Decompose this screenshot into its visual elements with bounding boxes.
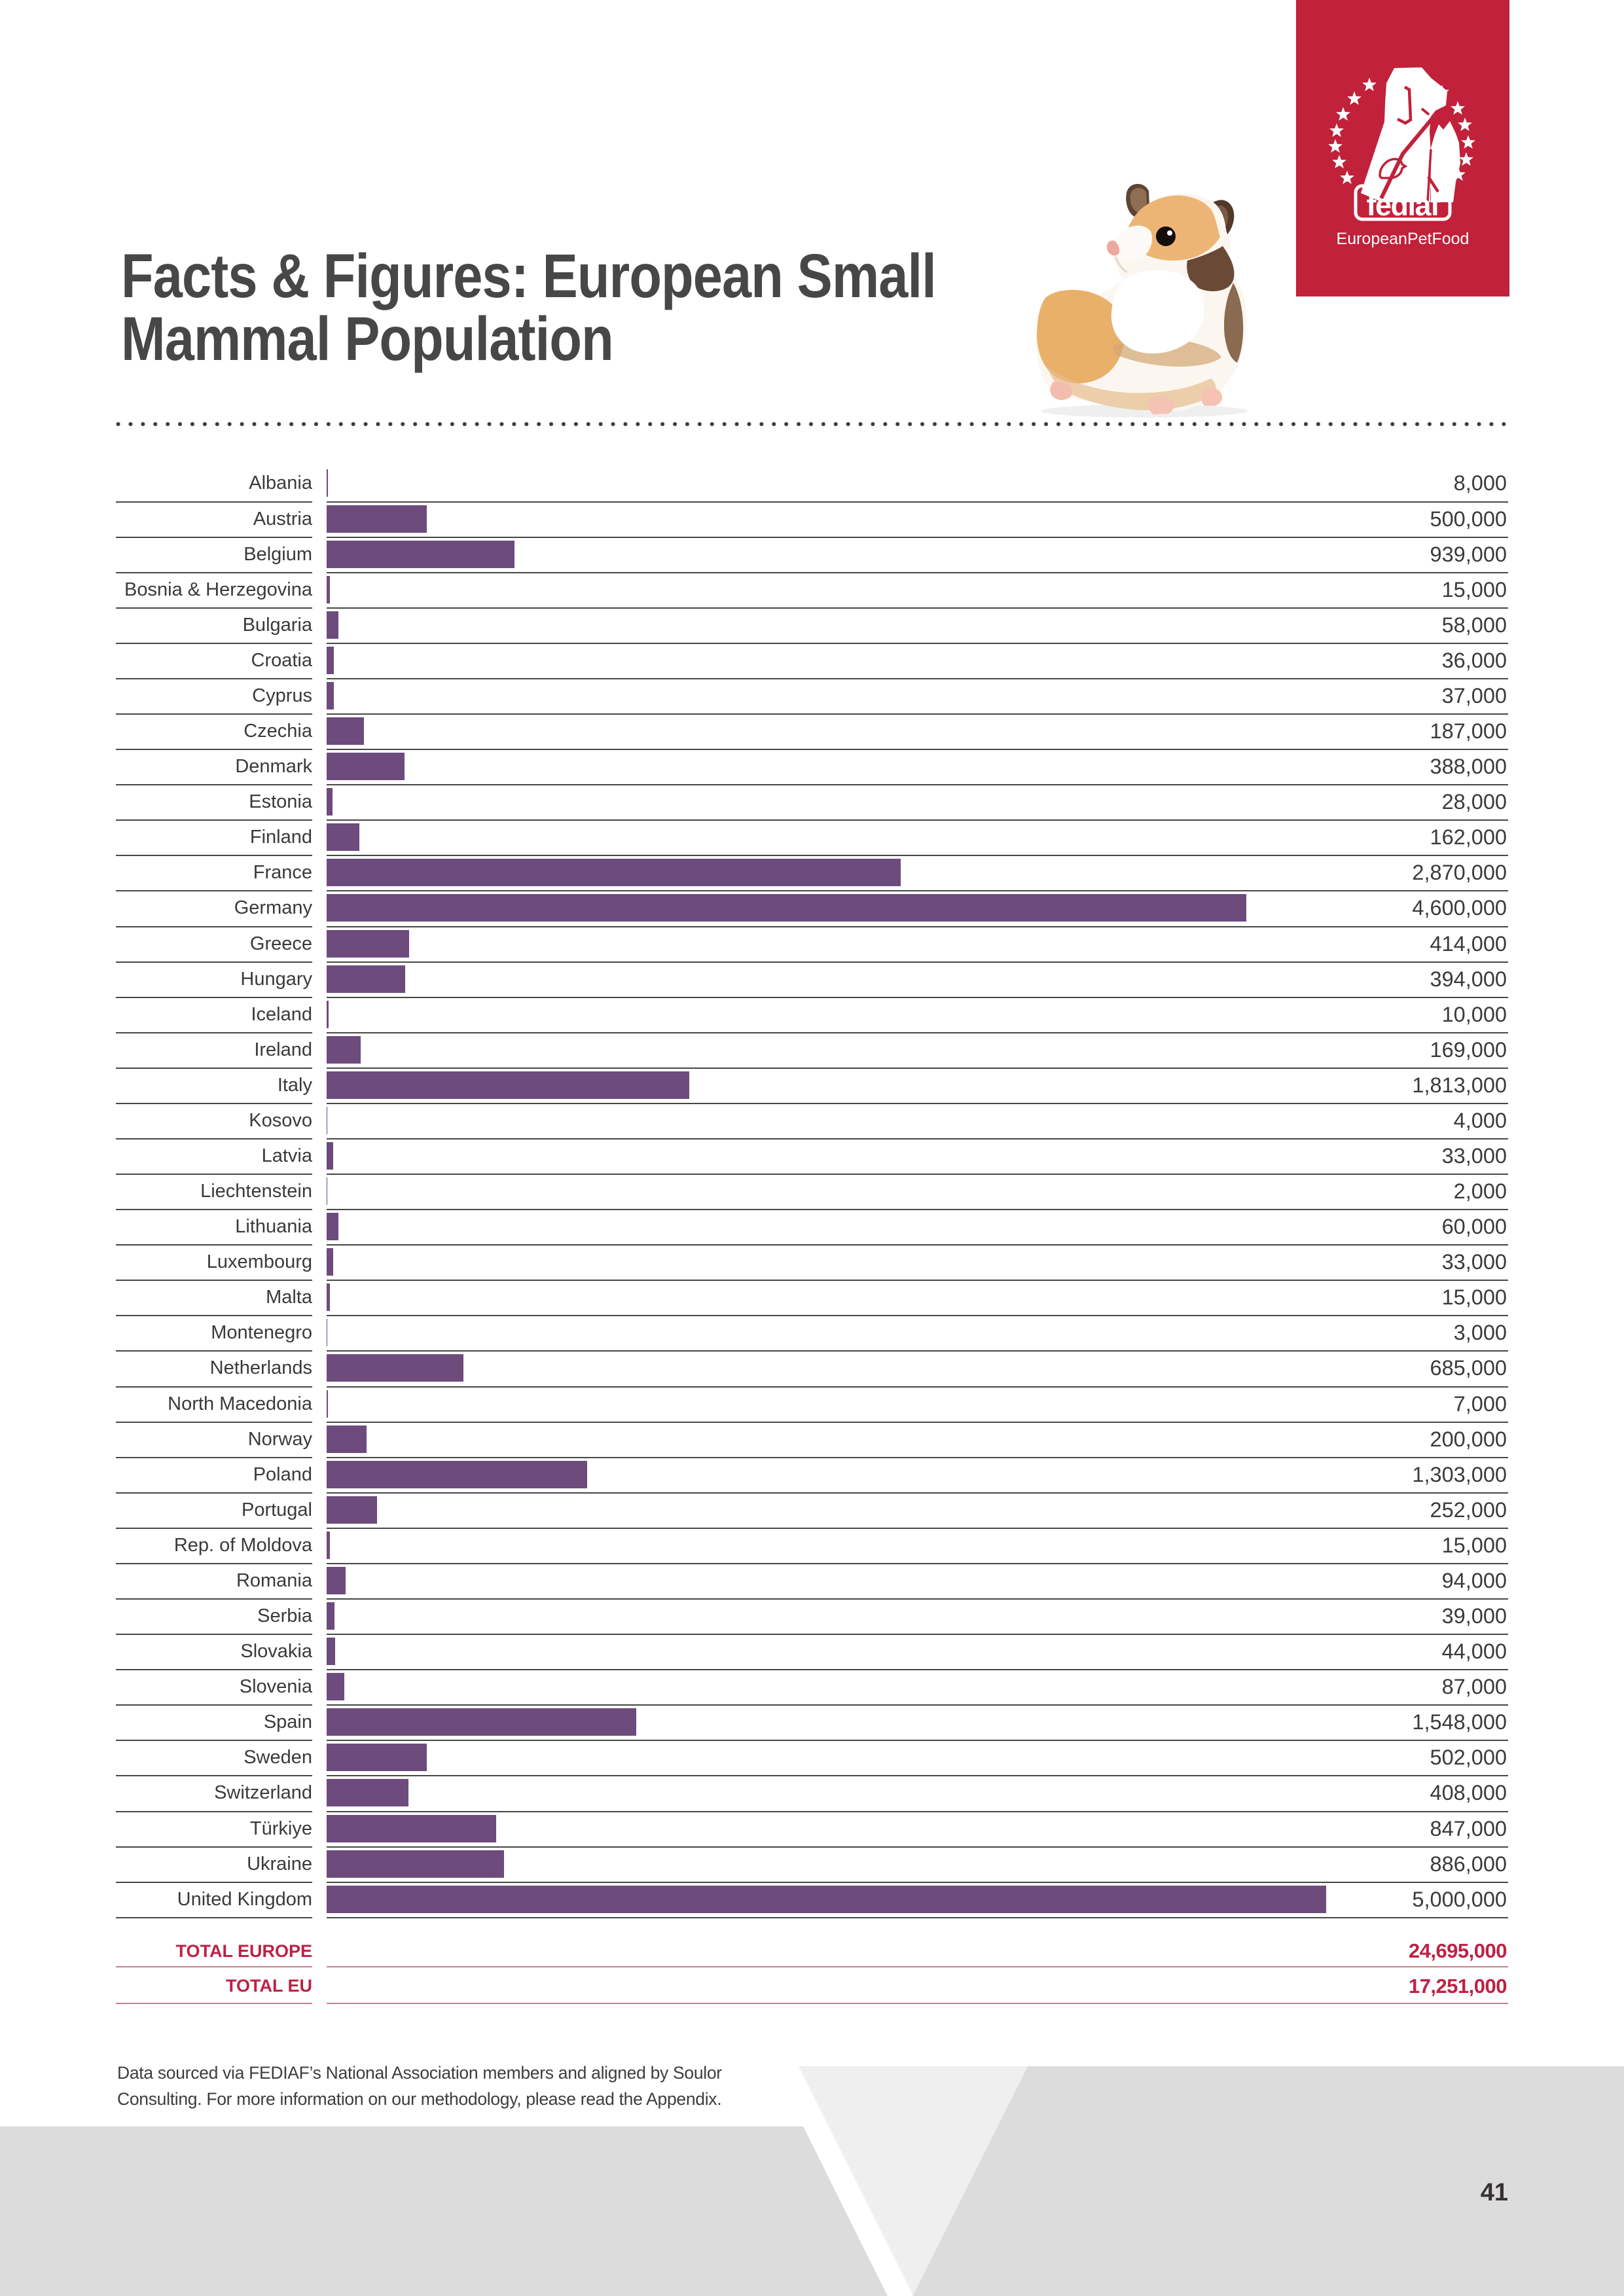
svg-text:EuropeanPetFood: EuropeanPetFood — [1337, 230, 1470, 248]
svg-text:fediaf: fediaf — [1366, 188, 1441, 222]
